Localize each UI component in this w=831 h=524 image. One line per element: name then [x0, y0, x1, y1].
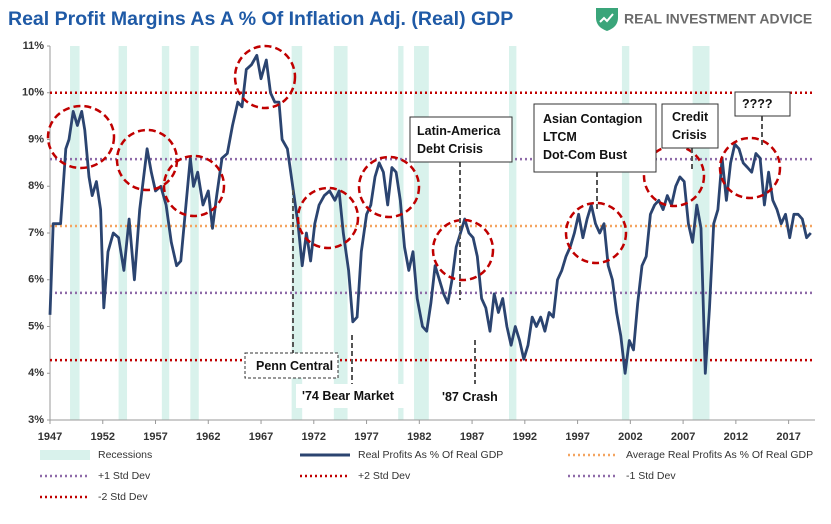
- annotation: ????: [742, 97, 773, 111]
- brand-logo: REAL INVESTMENT ADVICE: [596, 8, 812, 31]
- x-tick-label: 1952: [91, 431, 115, 443]
- recession-band: [118, 46, 128, 420]
- annotations: Penn Central '74 Bear Market Latin-Ameri…: [244, 91, 791, 409]
- circle: [46, 104, 116, 170]
- circle: [642, 144, 706, 208]
- recession-band: [509, 46, 517, 420]
- y-tick-label: 7%: [28, 227, 44, 239]
- circle: [162, 154, 226, 218]
- y-tick-label: 3%: [28, 414, 44, 426]
- x-tick-label: 2017: [776, 431, 800, 443]
- x-tick-label: 1962: [196, 431, 220, 443]
- legend-label: Recessions: [98, 449, 152, 461]
- y-tick-label: 9%: [28, 133, 44, 145]
- annotation: Asian Contagion LTCM Dot-Com Bust: [543, 112, 642, 162]
- annotation: Credit Crisis: [672, 110, 709, 142]
- x-tick-label: 2002: [618, 431, 642, 443]
- recession-band: [398, 46, 404, 420]
- annotation-box: [296, 384, 404, 408]
- x-tick-label: 1947: [38, 431, 62, 443]
- y-tick-label: 4%: [28, 367, 44, 379]
- recession-band: [70, 46, 80, 420]
- legend-label: -1 Std Dev: [626, 470, 676, 482]
- highlight-circles: [46, 44, 782, 282]
- legend-label: Average Real Profits As % Of Real GDP: [626, 449, 813, 461]
- circle: [718, 136, 782, 200]
- x-tick-label: 1972: [302, 431, 326, 443]
- annotation-box: [434, 384, 509, 409]
- x-tick-label: 2012: [724, 431, 748, 443]
- annotation: Penn Central: [256, 359, 333, 373]
- plot-area: 3% 4% 5% 6% 7% 8% 9% 10% 11% 1947 1952 1957 1962 1967…: [22, 40, 815, 443]
- y-tick-label: 6%: [28, 274, 44, 286]
- logo-check: [599, 13, 614, 23]
- y-tick-label: 11%: [23, 40, 45, 52]
- y-tick-label: 8%: [28, 180, 44, 192]
- x-tick-label: 1997: [565, 431, 589, 443]
- legend-label: +2 Std Dev: [358, 470, 411, 482]
- chart-title: Real Profit Margins As A % Of Inflation …: [8, 8, 513, 30]
- circle: [431, 218, 495, 282]
- circle: [564, 201, 628, 265]
- circle: [357, 155, 421, 219]
- annotation-box: [734, 91, 791, 117]
- legend-label: Real Profits As % Of Real GDP: [358, 449, 503, 461]
- legend-label: +1 Std Dev: [98, 470, 151, 482]
- x-tick-label: 1967: [249, 431, 273, 443]
- x-tick-label: 1982: [407, 431, 431, 443]
- legend-swatch: [40, 450, 90, 460]
- recession-band: [190, 46, 199, 420]
- x-tick-label: 1977: [354, 431, 378, 443]
- y-tick-label: 5%: [28, 320, 44, 332]
- x-tick-label: 2007: [671, 431, 695, 443]
- recession-band: [333, 46, 348, 420]
- x-tick-label: 1987: [460, 431, 484, 443]
- annotation-box: [533, 103, 657, 173]
- circle: [296, 186, 360, 250]
- legend: Recessions Real Profits As % Of Real GDP A…: [40, 449, 813, 503]
- brand-name: REAL INVESTMENT ADVICE: [624, 11, 812, 27]
- recession-band: [161, 46, 170, 420]
- annotation-box: [409, 116, 513, 163]
- annotation: '87 Crash: [442, 390, 498, 404]
- y-tick-label: 10%: [22, 87, 44, 99]
- circle: [233, 44, 297, 110]
- annotation: '74 Bear Market: [302, 389, 395, 403]
- x-tick-label: 1957: [143, 431, 167, 443]
- annotation-box: [661, 103, 719, 149]
- data-line: [48, 53, 812, 375]
- recession-band: [414, 46, 429, 420]
- recession-band: [291, 46, 303, 420]
- annotation: Latin-America Debt Crisis: [417, 124, 501, 156]
- legend-label: -2 Std Dev: [98, 491, 148, 503]
- annotation-box: [244, 352, 339, 379]
- x-tick-label: 1992: [513, 431, 537, 443]
